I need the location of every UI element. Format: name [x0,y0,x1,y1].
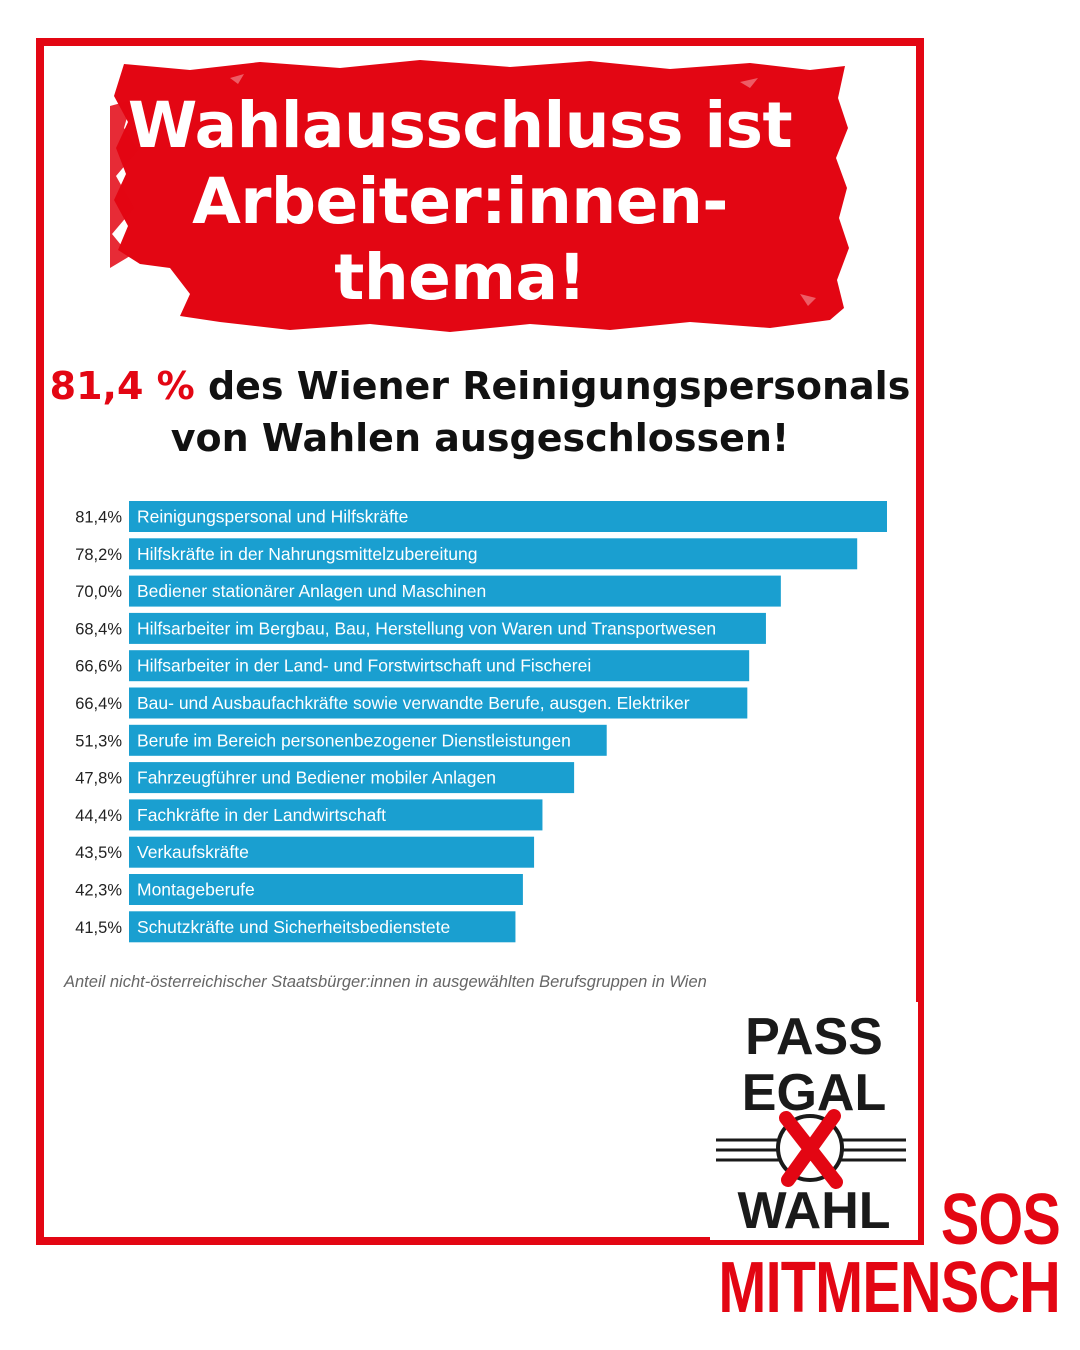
bar-value-label-2: 78,2% [75,546,122,564]
bar-value-label-5: 66,6% [75,658,122,676]
bar-12 [129,911,516,943]
headline: Wahlausschluss ist Arbeiter:innen- thema… [110,88,810,316]
bar-category-label-4: Hilfsarbeiter im Bergbau, Bau, Herstellu… [137,618,716,638]
headline-line-3: thema! [334,241,586,314]
bar-value-label-8: 47,8% [75,770,122,788]
pass-egal-wahl-logo: PASS EGAL WAHL [710,1002,918,1240]
bar-category-label-9: Fachkräfte in der Landwirtschaft [137,805,386,825]
bar-category-label-11: Montageberufe [137,880,255,900]
subtitle-line-2: von Wahlen ausgeschlossen! [170,416,790,460]
bar-8 [129,762,575,794]
subtitle-rest: des Wiener Reinigungspersonals [194,364,911,408]
bar-chart: 81,4% Reinigungspersonal und Hilfskräfte 7… [75,501,887,943]
pass-logo-line-2: EGAL [742,1064,886,1122]
bar-value-label-7: 51,3% [75,732,122,750]
bar-value-label-12: 41,5% [75,919,122,937]
bar-7 [129,724,607,756]
ballot-cross-icon [776,1109,844,1189]
bar-category-label-10: Verkaufskräfte [137,842,249,862]
red-frame [36,38,924,1245]
bar-category-label-7: Berufe im Bereich personenbezogener Dien… [137,730,571,750]
bar-value-label-6: 66,4% [75,695,122,713]
bar-category-label-8: Fahrzeugführer und Bediener mobiler Anla… [137,768,496,788]
headline-line-1: Wahlausschluss ist [127,89,793,162]
sos-mitmensch-logo: SOS MITMENSCH [700,1180,1060,1340]
bar-category-label-12: Schutzkräfte und Sicherheitsbedienstete [137,917,450,937]
bar-category-label-6: Bau- und Ausbaufachkräfte sowie verwandt… [137,693,690,713]
bar-value-label-11: 42,3% [75,882,122,900]
bar-category-label-3: Bediener stationärer Anlagen und Maschin… [137,581,486,601]
sos-logo-line-2: MITMENSCH [718,1248,1060,1328]
bar-value-label-9: 44,4% [75,807,122,825]
subtitle: 81,4 % des Wiener Reinigungspersonals vo… [40,360,920,464]
bar-3 [129,575,781,607]
bar-9 [129,799,543,831]
bar-10 [129,836,535,868]
pass-logo-line-3: WAHL [737,1182,890,1240]
bar-6 [129,687,748,719]
bar-category-label-2: Hilfskräfte in der Nahrungsmittelzuberei… [137,544,477,564]
bar-4 [129,612,766,644]
brush-stroke-background [110,60,849,332]
bar-11 [129,874,523,905]
bar-category-label-5: Hilfsarbeiter in der Land- und Forstwirt… [137,656,591,676]
subtitle-highlight: 81,4 % [49,364,195,408]
pass-logo-line-1: PASS [745,1008,883,1066]
bar-category-label-1: Reinigungspersonal und Hilfskräfte [137,507,408,527]
sos-logo-line-1: SOS [940,1180,1061,1260]
bar-5 [129,650,750,682]
bar-2 [129,538,858,570]
bar-1 [129,501,887,532]
bar-value-label-3: 70,0% [75,583,122,601]
bar-value-label-4: 68,4% [75,620,122,638]
chart-caption: Anteil nicht-österreichischer Staatsbürg… [64,973,707,991]
bar-value-label-1: 81,4% [75,509,122,527]
bar-value-label-10: 43,5% [75,844,122,862]
headline-line-2: Arbeiter:innen- [192,165,728,238]
